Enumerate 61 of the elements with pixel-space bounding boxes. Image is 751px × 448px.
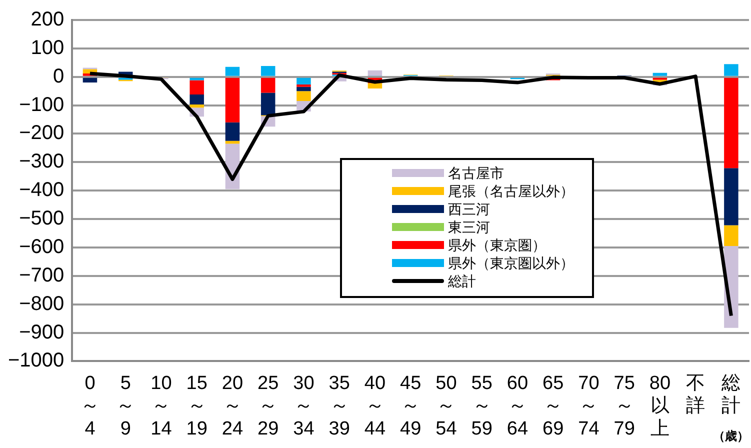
legend-label: 東三河 bbox=[448, 218, 490, 236]
y-tick-label: −200 bbox=[19, 122, 64, 144]
bar bbox=[190, 78, 204, 80]
y-tick-label: −500 bbox=[19, 208, 64, 230]
bar bbox=[225, 78, 240, 122]
legend-label: 名古屋市 bbox=[448, 164, 504, 182]
bar bbox=[724, 64, 738, 76]
x-tick-label: 35～39 bbox=[328, 372, 350, 440]
x-tick-label: 65～69 bbox=[542, 372, 564, 440]
bar bbox=[82, 78, 98, 83]
bar bbox=[368, 83, 382, 89]
x-tick-label: 45～49 bbox=[400, 372, 422, 440]
x-tick-label: 40～44 bbox=[364, 372, 386, 440]
x-tick-label: 50～54 bbox=[436, 372, 458, 440]
x-tick-label: 80以上 bbox=[649, 372, 671, 440]
x-tick-label: 20～24 bbox=[222, 372, 244, 440]
bar bbox=[724, 168, 738, 226]
x-axis-title: （歳） bbox=[713, 429, 749, 444]
x-tick-label: 不詳 bbox=[686, 372, 706, 417]
y-tick-label: 0 bbox=[53, 65, 64, 88]
x-tick-label: 55～59 bbox=[471, 372, 492, 440]
x-tick-label: 75～79 bbox=[614, 372, 635, 440]
bar bbox=[225, 66, 240, 76]
x-tick-label: 10～14 bbox=[150, 372, 172, 440]
bar bbox=[724, 225, 738, 246]
y-tick-label: −300 bbox=[19, 150, 64, 173]
x-tick-label: 25～29 bbox=[258, 372, 279, 440]
x-tick-label: 総計 bbox=[720, 372, 741, 417]
legend-label: 尾張（名古屋以外） bbox=[448, 182, 574, 200]
y-tick-label: −700 bbox=[19, 264, 64, 286]
legend-label: 県外（東京圏） bbox=[448, 236, 546, 254]
x-tick-label: 5～9 bbox=[116, 372, 136, 440]
bar bbox=[190, 94, 204, 104]
bar bbox=[652, 72, 668, 76]
bar bbox=[260, 66, 276, 76]
y-tick-label: −600 bbox=[19, 236, 64, 258]
x-tick-label: 0～4 bbox=[80, 372, 100, 440]
x-tick-label: 70～74 bbox=[578, 372, 600, 440]
y-tick-label: −800 bbox=[19, 292, 64, 315]
y-tick-label: 100 bbox=[30, 36, 64, 59]
bar bbox=[368, 70, 382, 76]
bar bbox=[190, 80, 204, 94]
x-tick-label: 60～64 bbox=[506, 372, 528, 440]
x-tick-label: 15～19 bbox=[186, 372, 208, 440]
bar bbox=[260, 78, 276, 93]
legend-label: 県外（東京圏以外） bbox=[448, 254, 574, 272]
y-tick-label: 200 bbox=[30, 8, 64, 31]
bar bbox=[260, 92, 276, 116]
y-tick-label: −400 bbox=[19, 179, 64, 202]
y-tick-label: −1000 bbox=[8, 350, 64, 372]
x-tick-label: 30～34 bbox=[293, 372, 315, 440]
y-tick-label: −900 bbox=[19, 321, 64, 344]
legend-label: 西三河 bbox=[448, 200, 490, 218]
y-tick-label: −100 bbox=[19, 94, 64, 116]
bar bbox=[296, 78, 311, 85]
bar bbox=[296, 91, 311, 102]
bar bbox=[296, 86, 311, 92]
bar bbox=[225, 122, 240, 141]
legend-label: 総計 bbox=[448, 272, 476, 290]
bar bbox=[190, 104, 204, 108]
bar bbox=[724, 78, 738, 168]
